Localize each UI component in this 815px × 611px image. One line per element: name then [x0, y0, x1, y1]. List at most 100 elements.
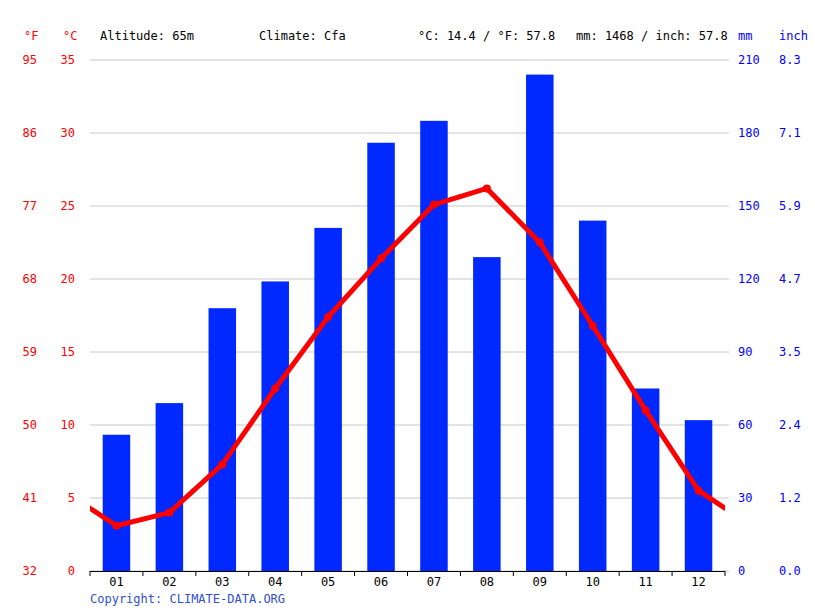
grid-line [90, 352, 725, 353]
y-tick-label: 15 [61, 345, 75, 359]
y2-tick-label: 180 [738, 126, 760, 140]
x-tick [195, 571, 196, 576]
x-tick [354, 571, 355, 576]
y-alt-tick-label: 32 [23, 564, 37, 578]
bar [261, 281, 289, 571]
bar [420, 121, 448, 571]
x-tick [619, 571, 620, 576]
x-tick [566, 571, 567, 576]
x-tick [301, 571, 302, 576]
y2-tick-label: 120 [738, 272, 760, 286]
line-edge [699, 491, 725, 509]
x-tick-label: 01 [109, 575, 123, 589]
x-tick [672, 571, 673, 576]
annotation: Climate: Cfa [259, 29, 346, 43]
bar [632, 389, 660, 572]
x-tick-label: 12 [691, 575, 705, 589]
x-tick [513, 571, 514, 576]
y2-tick [725, 571, 729, 572]
marker [218, 460, 226, 468]
x-tick-label: 11 [638, 575, 652, 589]
y2-alt-label: inch [779, 29, 808, 43]
y2-alt-tick-label: 5.9 [779, 199, 801, 213]
x-tick-label: 08 [480, 575, 494, 589]
bar [209, 308, 237, 571]
marker [589, 322, 597, 330]
line-edge [90, 508, 116, 526]
y-alt-label: °F [24, 29, 38, 43]
bar [314, 228, 342, 571]
x-tick [407, 571, 408, 576]
y2-alt-tick-label: 7.1 [779, 126, 801, 140]
line [116, 188, 698, 525]
y2-tick [725, 60, 729, 61]
y2-tick [725, 498, 729, 499]
grid-line [90, 206, 725, 207]
y2-label: mm [738, 29, 752, 43]
bar [156, 403, 184, 571]
y2-tick-label: 210 [738, 53, 760, 67]
marker [271, 385, 279, 393]
y-tick-label: 0 [68, 564, 75, 578]
y2-tick-label: 150 [738, 199, 760, 213]
grid-line [90, 425, 725, 426]
y-tick-label: 20 [61, 272, 75, 286]
marker [112, 522, 120, 530]
marker [165, 509, 173, 517]
y-alt-tick-label: 50 [23, 418, 37, 432]
y-tick-label: 35 [61, 53, 75, 67]
chart: 0510152025303532415059687786950306090120… [0, 0, 815, 611]
y-tick-label: 10 [61, 418, 75, 432]
x-tick-label: 09 [533, 575, 547, 589]
marker [536, 239, 544, 247]
x-tick-label: 04 [268, 575, 282, 589]
marker [324, 313, 332, 321]
x-tick-label: 05 [321, 575, 335, 589]
y-alt-tick-label: 59 [23, 345, 37, 359]
y-alt-tick-label: 95 [23, 53, 37, 67]
x-tick [460, 571, 461, 576]
y-tick-label: 30 [61, 126, 75, 140]
y2-tick [725, 425, 729, 426]
x-tick [90, 571, 91, 576]
bar [103, 435, 131, 571]
x-tick-label: 06 [374, 575, 388, 589]
x-tick [248, 571, 249, 576]
bar [473, 257, 501, 571]
y-tick-label: 25 [61, 199, 75, 213]
y2-tick [725, 206, 729, 207]
annotation: Altitude: 65m [100, 29, 194, 43]
marker [483, 184, 491, 192]
x-tick-label: 10 [585, 575, 599, 589]
annotation: mm: 1468 / inch: 57.8 [576, 29, 728, 43]
bar [367, 143, 395, 571]
bar [579, 221, 607, 571]
marker [430, 201, 438, 209]
y-alt-tick-label: 86 [23, 126, 37, 140]
y2-tick-label: 30 [738, 491, 752, 505]
marker [377, 255, 385, 263]
y-alt-tick-label: 68 [23, 272, 37, 286]
x-tick [142, 571, 143, 576]
y2-alt-tick-label: 2.4 [779, 418, 801, 432]
y2-alt-tick-label: 3.5 [779, 345, 801, 359]
x-tick-label: 02 [162, 575, 176, 589]
bar [526, 75, 554, 571]
plot-area [90, 75, 725, 571]
x-tick-label: 03 [215, 575, 229, 589]
y-tick-label: 5 [68, 491, 75, 505]
grid-line [90, 60, 725, 61]
y-label: °C [63, 29, 77, 43]
marker [695, 487, 703, 495]
grid-line [90, 279, 725, 280]
x-tick-label: 07 [427, 575, 441, 589]
marker [642, 406, 650, 414]
y2-tick-label: 90 [738, 345, 752, 359]
y2-alt-tick-label: 1.2 [779, 491, 801, 505]
y-alt-tick-label: 41 [23, 491, 37, 505]
x-tick [725, 571, 726, 576]
y2-tick [725, 279, 729, 280]
y2-tick-label: 60 [738, 418, 752, 432]
credit: Copyright: CLIMATE-DATA.ORG [90, 592, 285, 606]
y-alt-tick-label: 77 [23, 199, 37, 213]
